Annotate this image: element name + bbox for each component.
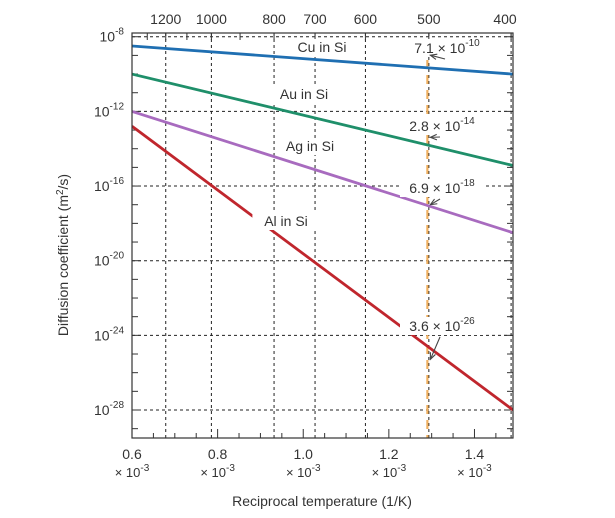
series-labels: Cu in Si Au in Si Ag in Si Al in Si bbox=[252, 39, 356, 230]
top-tick-label-600: 600 bbox=[354, 11, 378, 27]
series-label-ag-in-si: Ag in Si bbox=[286, 138, 334, 154]
y-tick-label-exponent: -8 bbox=[115, 27, 124, 38]
y-tick-label-base: 10 bbox=[94, 327, 110, 343]
y-tick-label-exponent: -28 bbox=[110, 400, 125, 411]
top-tick-label-1000: 1000 bbox=[196, 11, 227, 27]
annotation-exponent: -18 bbox=[460, 178, 475, 189]
annotation-au-in-si: 2.8 × 10-14 bbox=[409, 116, 475, 134]
annotation-halo bbox=[400, 317, 484, 335]
y-tick-label-base: 10 bbox=[94, 402, 110, 418]
annotations: 7.1 × 10-10 2.8 × 10-14 6.9 × 10-18 3.6 × 1… bbox=[400, 38, 489, 361]
y-tick-label: 10-20 bbox=[94, 251, 124, 269]
annotation-halo bbox=[400, 179, 484, 197]
top-tick-label-400: 400 bbox=[493, 11, 517, 27]
y-tick-label-base: 10 bbox=[100, 29, 116, 45]
annotation-arrow-shaft bbox=[430, 198, 441, 206]
x-tick-multiplier-exponent: -3 bbox=[140, 463, 149, 474]
x-tick-multiplier-base: × 10 bbox=[372, 465, 398, 480]
x-tick-multiplier-exponent: -3 bbox=[226, 463, 235, 474]
series-label-al-in-si: Al in Si bbox=[264, 213, 308, 229]
x-tick-label-0.8: 0.8 bbox=[208, 446, 228, 462]
series-line-au-in-si bbox=[132, 72, 513, 167]
series-lines bbox=[132, 44, 513, 412]
series-label-au-in-si: Au in Si bbox=[280, 86, 328, 102]
y-tick-label-base: 10 bbox=[94, 253, 110, 269]
y-tick-label: 10-28 bbox=[94, 400, 124, 418]
x-tick-multiplier-exponent: -3 bbox=[483, 463, 492, 474]
series-label-cu-in-si: Cu in Si bbox=[297, 39, 346, 55]
x-tick-multiplier: × 10-3 bbox=[372, 463, 407, 480]
top-tick-label-500: 500 bbox=[417, 11, 441, 27]
x-tick-multiplier: × 10-3 bbox=[457, 463, 492, 480]
x-tick-label-1.2: 1.2 bbox=[379, 446, 399, 462]
x-tick-multiplier: × 10-3 bbox=[115, 463, 150, 480]
annotation-base: 7.1 × 10 bbox=[414, 40, 465, 56]
series-label-halo bbox=[288, 39, 356, 56]
annotation-arrow-head bbox=[428, 133, 438, 141]
y-tick-label-exponent: -16 bbox=[110, 176, 125, 187]
annotation-exponent: -14 bbox=[460, 116, 475, 127]
annotation-arrow-head bbox=[429, 198, 438, 206]
x-tick-label-1.0: 1.0 bbox=[294, 446, 314, 462]
annotation-base: 2.8 × 10 bbox=[409, 118, 460, 134]
annotation-exponent: -26 bbox=[460, 316, 475, 327]
annotation-halo bbox=[405, 39, 489, 57]
y-tick-label: 10-16 bbox=[94, 176, 124, 194]
annotation-base: 6.9 × 10 bbox=[409, 180, 460, 196]
top-tick-labels: 1200 1000 800 700 600 500 400 bbox=[150, 11, 517, 27]
annotation-exponent: -10 bbox=[465, 38, 480, 49]
x-tick-multiplier-exponent: -3 bbox=[397, 463, 406, 474]
annotation-halo bbox=[400, 117, 484, 135]
y-tick-label-base: 10 bbox=[94, 178, 110, 194]
annotation-base: 3.6 × 10 bbox=[409, 318, 460, 334]
series-line-al-in-si bbox=[132, 125, 513, 412]
y-tick-label: 10-12 bbox=[94, 101, 124, 119]
x-tick-multiplier: × 10-3 bbox=[200, 463, 235, 480]
x-axis-title: Reciprocal temperature (1/K) bbox=[232, 493, 412, 509]
x-tick-multiplier-base: × 10 bbox=[115, 465, 141, 480]
y-axis-title-sup: 2 bbox=[55, 189, 66, 195]
annotation-arrow-head bbox=[429, 53, 438, 60]
x-tick-multiplier-base: × 10 bbox=[457, 465, 483, 480]
x-tick-label-0.6: 0.6 bbox=[122, 446, 142, 462]
y-tick-label: 10-24 bbox=[94, 325, 124, 343]
series-line-cu-in-si bbox=[132, 44, 513, 76]
top-tick-label-700: 700 bbox=[303, 11, 327, 27]
series-line-ag-in-si bbox=[132, 110, 513, 235]
top-tick-label-1200: 1200 bbox=[150, 11, 181, 27]
annotation-arrow-shaft bbox=[429, 336, 441, 360]
y-axis-title-tail: /s) bbox=[55, 174, 71, 190]
x-tick-multiplier: × 10-3 bbox=[286, 463, 321, 480]
y-axis-title: Diffusion coefficient (m2/s) bbox=[55, 174, 71, 336]
x-tick-multiplier-base: × 10 bbox=[200, 465, 226, 480]
top-tick-label-800: 800 bbox=[262, 11, 286, 27]
y-tick-label-exponent: -12 bbox=[110, 101, 125, 112]
y-axis-title-main: Diffusion coefficient (m bbox=[55, 195, 71, 336]
y-tick-label: 10-8 bbox=[100, 27, 125, 45]
annotation-cu-in-si: 7.1 × 10-10 bbox=[414, 38, 480, 56]
series-label-halo bbox=[270, 86, 338, 103]
x-tick-label-1.4: 1.4 bbox=[465, 446, 485, 462]
annotation-al-in-si: 3.6 × 10-26 bbox=[409, 316, 475, 334]
y-tick-label-exponent: -24 bbox=[110, 325, 125, 336]
x-tick-multiplier-exponent: -3 bbox=[312, 463, 321, 474]
annotation-arrow-shaft bbox=[430, 54, 446, 60]
y-tick-label-base: 10 bbox=[94, 103, 110, 119]
series-label-halo bbox=[276, 138, 344, 155]
annotation-ag-in-si: 6.9 × 10-18 bbox=[409, 178, 475, 196]
y-tick-label-exponent: -20 bbox=[110, 251, 125, 262]
annotation-arrow-head bbox=[429, 352, 436, 361]
plot-frame bbox=[131, 32, 514, 439]
bottom-tick-labels: 0.6× 10-30.8× 10-31.0× 10-31.2× 10-31.4×… bbox=[115, 446, 492, 480]
series-label-halo bbox=[252, 213, 320, 230]
x-tick-multiplier-base: × 10 bbox=[286, 465, 312, 480]
